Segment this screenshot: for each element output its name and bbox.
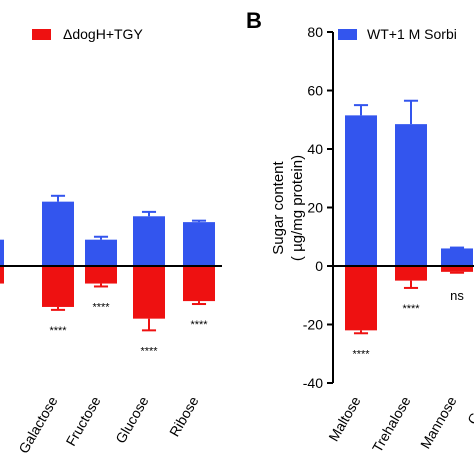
legend-label: WT+1 M Sorbi: [367, 26, 457, 42]
bar-positive: [0, 239, 4, 266]
bar-positive: [183, 222, 215, 266]
bar-negative: [345, 266, 377, 331]
panel-b-label: B: [246, 8, 262, 33]
y-tick-label: 20: [307, 200, 323, 216]
bar-negative: [183, 266, 215, 302]
significance-annotation: ****: [49, 325, 67, 337]
bar-negative: [133, 266, 165, 319]
significance-annotation: ****: [92, 301, 110, 313]
y-axis-label-units: ( µg/mg protein): [289, 155, 306, 261]
x-tick-label: Trehalose: [369, 393, 414, 455]
bar-positive: [42, 201, 74, 266]
bar-negative: [0, 266, 4, 284]
x-tick-label: Glucose: [112, 393, 152, 446]
significance-annotation: ****: [402, 303, 420, 315]
bar-negative: [395, 266, 427, 281]
significance-annotation: ****: [140, 345, 158, 357]
legend-label: ΔdogH+TGY: [63, 26, 143, 42]
x-tick-label: Galactose: [15, 393, 60, 456]
bar-positive: [85, 239, 117, 266]
x-tick-label: Maltose: [325, 393, 363, 444]
y-tick-label: 0: [315, 258, 323, 274]
panel-a: ********************seGalactoseFructoseG…: [0, 26, 222, 456]
significance-annotation: ns: [450, 288, 464, 303]
x-tick-label: Gala: [464, 393, 474, 427]
y-tick-label: 80: [307, 24, 323, 40]
x-tick-label: Mannose: [417, 393, 460, 451]
bar-positive: [345, 115, 377, 266]
y-tick-label: 40: [307, 141, 323, 157]
bar-positive: [395, 124, 427, 266]
y-tick-label: -40: [303, 375, 323, 391]
bar-negative: [42, 266, 74, 307]
y-tick-label: 60: [307, 83, 323, 99]
legend-swatch: [338, 29, 357, 40]
x-tick-label: Fructose: [63, 393, 104, 448]
significance-annotation: ****: [352, 348, 370, 360]
significance-annotation: ****: [190, 319, 208, 331]
x-tick-label: Ribose: [166, 393, 202, 439]
y-tick-label: -20: [303, 317, 323, 333]
bar-positive: [441, 248, 473, 266]
bar-positive: [133, 216, 165, 266]
y-axis-label: Sugar content: [270, 160, 287, 254]
legend-swatch: [32, 29, 51, 40]
bar-negative: [441, 266, 473, 272]
bar-negative: [85, 266, 117, 284]
panel-b: **** **** ns 80 60 40 20 0 -20 -40 Sugar content( …: [270, 24, 474, 455]
